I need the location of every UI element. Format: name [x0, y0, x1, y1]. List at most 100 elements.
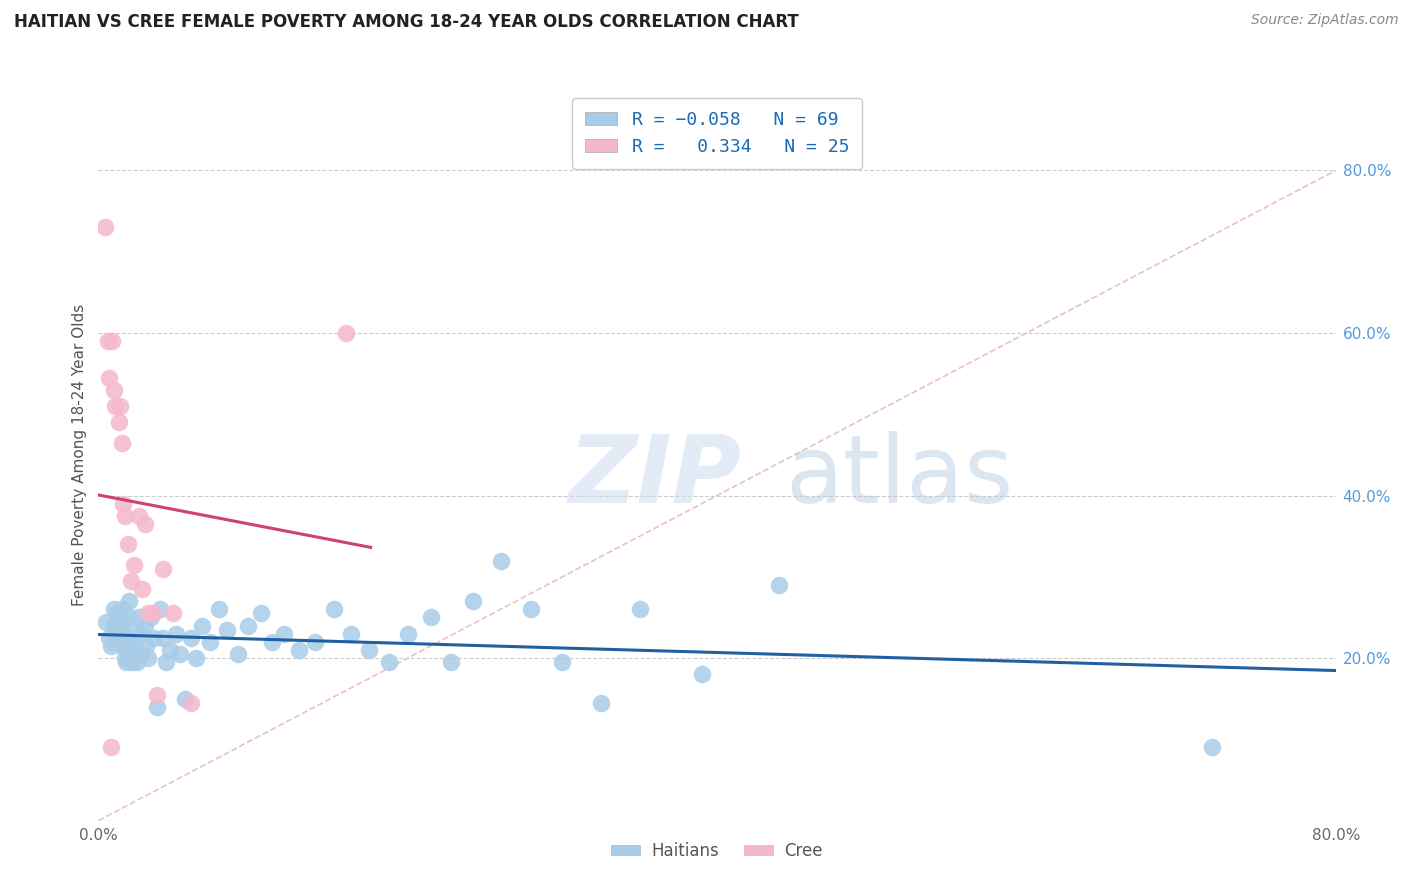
- Point: [184, 651, 207, 665]
- Text: HAITIAN VS CREE FEMALE POVERTY AMONG 18-24 YEAR OLDS CORRELATION CHART: HAITIAN VS CREE FEMALE POVERTY AMONG 18-…: [14, 13, 799, 31]
- Point: [134, 618, 156, 632]
- Point: [238, 618, 260, 632]
- Point: [768, 578, 790, 592]
- Point: [131, 647, 153, 661]
- Point: [128, 508, 150, 523]
- Point: [520, 602, 543, 616]
- Point: [215, 623, 238, 637]
- Legend: Haitians, Cree: Haitians, Cree: [605, 836, 830, 867]
- Point: [124, 643, 146, 657]
- Point: [174, 691, 197, 706]
- Point: [136, 607, 159, 621]
- Point: [1201, 740, 1223, 755]
- Point: [135, 639, 157, 653]
- Point: [440, 655, 463, 669]
- Point: [690, 667, 713, 681]
- Point: [628, 602, 651, 616]
- Point: [139, 610, 162, 624]
- Text: Source: ZipAtlas.com: Source: ZipAtlas.com: [1251, 13, 1399, 28]
- Point: [129, 626, 152, 640]
- Point: [339, 626, 361, 640]
- Point: [134, 516, 156, 531]
- Point: [180, 696, 202, 710]
- Point: [115, 655, 138, 669]
- Point: [146, 699, 169, 714]
- Point: [114, 508, 136, 523]
- Point: [127, 655, 149, 669]
- Point: [591, 696, 613, 710]
- Point: [131, 582, 153, 596]
- Point: [98, 370, 121, 384]
- Point: [108, 399, 131, 413]
- Point: [100, 740, 122, 755]
- Point: [108, 635, 131, 649]
- Point: [152, 631, 174, 645]
- Point: [419, 610, 441, 624]
- Point: [111, 639, 134, 653]
- Point: [250, 607, 273, 621]
- Point: [461, 594, 484, 608]
- Point: [120, 574, 142, 588]
- Point: [146, 688, 169, 702]
- Point: [378, 655, 401, 669]
- Point: [98, 631, 121, 645]
- Point: [322, 602, 344, 616]
- Point: [288, 643, 311, 657]
- Point: [191, 618, 214, 632]
- Point: [143, 631, 166, 645]
- Text: ZIP: ZIP: [568, 431, 741, 523]
- Point: [105, 607, 128, 621]
- Point: [159, 643, 181, 657]
- Point: [103, 602, 125, 616]
- Point: [335, 326, 357, 340]
- Point: [97, 334, 120, 348]
- Point: [112, 497, 135, 511]
- Point: [104, 399, 127, 413]
- Point: [103, 383, 125, 397]
- Point: [117, 537, 139, 551]
- Point: [396, 626, 419, 640]
- Point: [107, 416, 129, 430]
- Point: [93, 220, 115, 235]
- Point: [180, 631, 202, 645]
- Point: [142, 607, 165, 621]
- Point: [101, 334, 124, 348]
- Point: [117, 647, 139, 661]
- Point: [128, 610, 150, 624]
- Point: [103, 618, 125, 632]
- Point: [96, 615, 118, 629]
- Point: [112, 626, 135, 640]
- Point: [122, 623, 145, 637]
- Point: [111, 435, 134, 450]
- Point: [357, 643, 380, 657]
- Point: [152, 562, 174, 576]
- Point: [551, 655, 574, 669]
- Point: [103, 635, 125, 649]
- Point: [115, 639, 138, 653]
- Point: [107, 623, 129, 637]
- Point: [198, 635, 221, 649]
- Point: [122, 558, 145, 572]
- Text: atlas: atlas: [785, 431, 1014, 523]
- Y-axis label: Female Poverty Among 18-24 Year Olds: Female Poverty Among 18-24 Year Olds: [72, 304, 87, 606]
- Point: [226, 647, 249, 661]
- Point: [304, 635, 326, 649]
- Point: [162, 607, 184, 621]
- Point: [118, 610, 141, 624]
- Point: [165, 626, 187, 640]
- Point: [208, 602, 231, 616]
- Point: [121, 655, 143, 669]
- Point: [489, 553, 512, 567]
- Point: [114, 651, 136, 665]
- Point: [149, 602, 172, 616]
- Point: [136, 651, 159, 665]
- Point: [260, 635, 283, 649]
- Point: [118, 594, 141, 608]
- Point: [169, 647, 191, 661]
- Point: [111, 615, 134, 629]
- Point: [155, 655, 177, 669]
- Point: [111, 602, 134, 616]
- Point: [120, 635, 142, 649]
- Point: [273, 626, 295, 640]
- Point: [100, 639, 122, 653]
